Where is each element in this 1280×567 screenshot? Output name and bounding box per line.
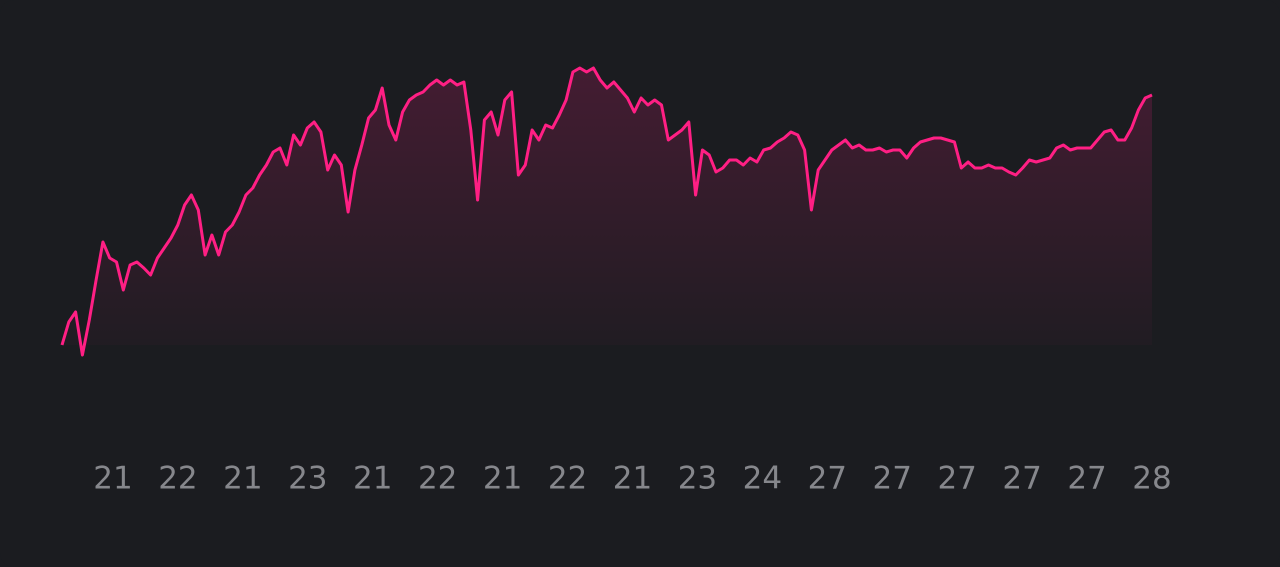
x-tick-label: 23 xyxy=(678,461,717,497)
area xyxy=(62,68,1152,355)
x-tick-label: 22 xyxy=(418,461,457,497)
x-tick-label: 24 xyxy=(743,461,782,497)
x-tick-label: 27 xyxy=(873,461,912,497)
x-tick-label: 21 xyxy=(223,461,262,497)
line xyxy=(60,66,1153,357)
x-tick-label: 21 xyxy=(613,461,652,497)
x-tick-label: 27 xyxy=(808,461,847,497)
x-tick-label: 27 xyxy=(1067,461,1106,497)
x-tick-label: 21 xyxy=(353,461,392,497)
x-tick-label: 21 xyxy=(93,461,132,497)
x-tick-label: 23 xyxy=(288,461,327,497)
x-tick-label: 28 xyxy=(1132,461,1171,497)
x-tick-label: 21 xyxy=(483,461,522,497)
x-tick-label: 22 xyxy=(548,461,587,497)
x-tick-label: 27 xyxy=(1002,461,1041,497)
x-tick-label: 22 xyxy=(158,461,197,497)
x-tick-label: 27 xyxy=(937,461,976,497)
